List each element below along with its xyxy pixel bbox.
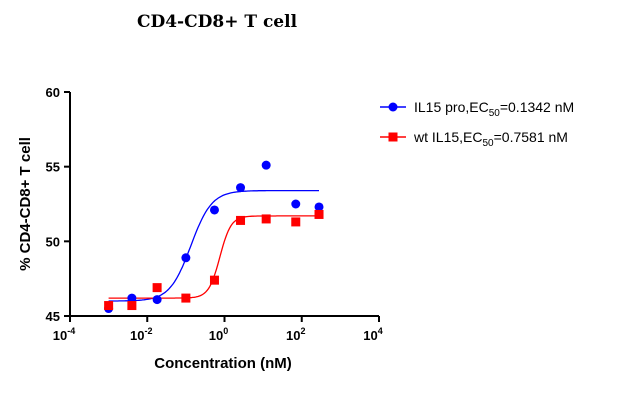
data-point — [104, 301, 114, 311]
data-point — [152, 295, 162, 305]
legend-marker — [388, 102, 398, 112]
chart-title: CD4-CD8+ T cell — [137, 12, 298, 32]
data-points — [104, 160, 324, 314]
data-point — [261, 214, 271, 224]
legend: IL15 pro,EC50=0.1342 nM wt IL15,EC50=0.75… — [380, 99, 574, 149]
x-tick-label: 100 — [209, 326, 228, 343]
data-point — [181, 293, 191, 303]
legend-marker — [388, 132, 398, 142]
data-point — [291, 199, 301, 209]
data-point — [127, 293, 137, 303]
x-tick-label: 104 — [363, 326, 382, 343]
y-tick-label: 45 — [46, 309, 60, 324]
data-point — [181, 253, 191, 263]
data-point — [236, 183, 246, 193]
x-tick-label: 10-2 — [130, 326, 152, 343]
legend-label: wt IL15,EC50=0.7581 nM — [413, 129, 568, 149]
legend-label: IL15 pro,EC50=0.1342 nM — [414, 99, 574, 119]
fit-curve — [108, 215, 319, 299]
data-point — [127, 301, 137, 311]
axes — [69, 92, 379, 317]
x-tick-label: 102 — [286, 326, 305, 343]
data-point — [261, 160, 271, 170]
data-point — [209, 275, 219, 285]
y-tick-label: 60 — [46, 85, 60, 100]
x-axis-title: Concentration (nM) — [154, 355, 291, 372]
data-point — [152, 283, 162, 293]
fit-curve — [108, 189, 319, 302]
data-point — [314, 202, 324, 212]
y-tick-label: 55 — [46, 160, 60, 175]
y-axis-title: % CD4-CD8+ T cell — [17, 137, 34, 271]
y-tick-label: 50 — [46, 234, 60, 249]
data-point — [209, 205, 219, 215]
x-tick-label: 10-4 — [53, 326, 75, 343]
data-point — [236, 215, 246, 225]
data-point — [314, 209, 324, 219]
data-point — [291, 217, 301, 227]
